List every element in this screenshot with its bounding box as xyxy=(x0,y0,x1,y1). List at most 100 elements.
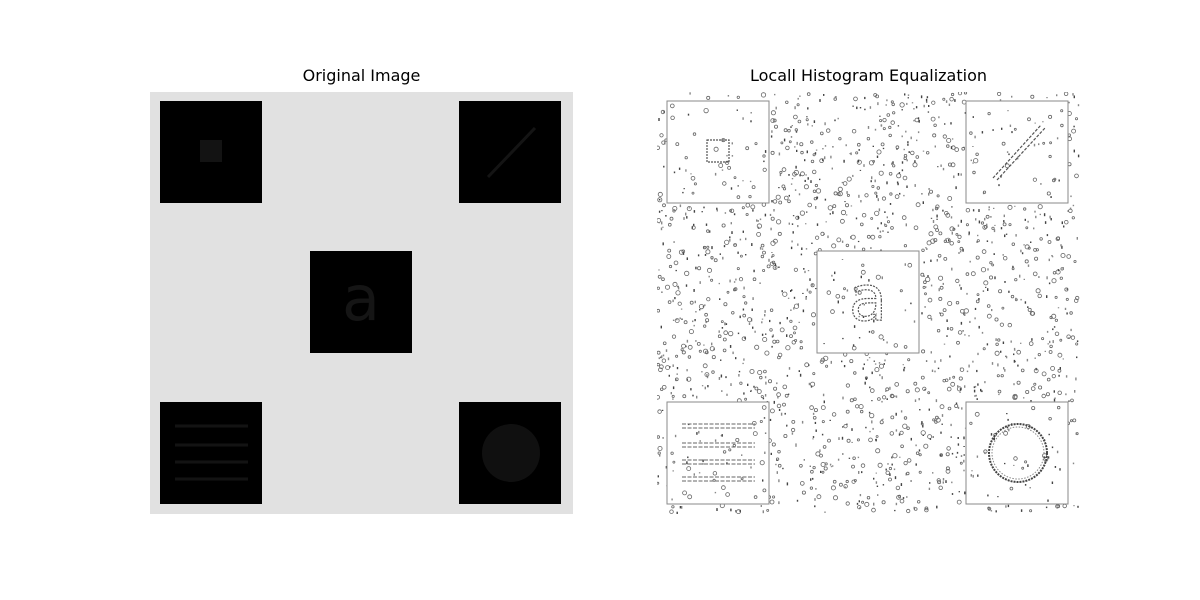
noise-speck xyxy=(1004,369,1006,372)
noise-speck xyxy=(760,505,762,507)
noise-speck xyxy=(741,454,743,456)
noise-speck xyxy=(1051,178,1056,183)
noise-speck xyxy=(693,182,697,186)
noise-speck xyxy=(819,178,821,181)
noise-speck xyxy=(1075,432,1077,435)
equalized-image-panel: a xyxy=(657,92,1080,514)
noise-speck xyxy=(852,344,855,347)
noise-speck xyxy=(1023,207,1027,211)
noise-speck xyxy=(720,320,724,324)
noise-speck xyxy=(837,458,840,461)
noise-speck xyxy=(791,125,793,127)
noise-speck xyxy=(925,360,928,362)
noise-speck xyxy=(669,509,674,514)
noise-speck xyxy=(799,174,801,177)
noise-speck xyxy=(742,230,744,233)
noise-speck xyxy=(812,153,816,157)
noise-speck xyxy=(657,395,660,400)
noise-speck xyxy=(1000,374,1004,378)
noise-speck xyxy=(731,142,733,145)
noise-speck xyxy=(720,374,723,378)
noise-speck xyxy=(903,244,907,248)
noise-speck xyxy=(838,482,843,487)
noise-speck xyxy=(885,104,887,106)
noise-speck xyxy=(1043,456,1045,459)
noise-speck xyxy=(918,449,921,452)
noise-speck xyxy=(981,390,983,393)
noise-speck xyxy=(750,112,752,114)
noise-speck xyxy=(759,460,765,466)
noise-speck xyxy=(958,252,960,254)
noise-speck xyxy=(805,248,808,250)
noise-speck xyxy=(775,106,777,110)
noise-speck xyxy=(721,223,726,228)
noise-speck xyxy=(955,186,957,190)
noise-speck xyxy=(1007,418,1009,421)
noise-speck xyxy=(997,363,999,367)
noise-speck xyxy=(1054,295,1058,299)
noise-speck xyxy=(791,223,794,225)
noise-speck xyxy=(925,247,927,249)
noise-speck xyxy=(898,172,901,174)
noise-speck xyxy=(800,171,805,177)
noise-speck xyxy=(830,485,836,491)
noise-speck xyxy=(972,146,974,147)
noise-speck xyxy=(757,369,763,375)
noise-speck xyxy=(1041,393,1046,399)
noise-speck xyxy=(951,493,954,495)
noise-speck xyxy=(838,437,840,440)
noise-speck xyxy=(719,298,721,300)
noise-speck xyxy=(942,209,944,212)
noise-speck xyxy=(991,309,993,312)
noise-speck xyxy=(1077,505,1079,508)
noise-speck xyxy=(940,164,942,167)
noise-speck xyxy=(675,290,681,296)
noise-speck xyxy=(898,433,901,436)
noise-speck xyxy=(994,317,999,322)
noise-speck xyxy=(1011,131,1013,134)
noise-speck xyxy=(686,257,688,260)
noise-speck xyxy=(864,501,870,507)
original-image: a xyxy=(150,92,573,514)
noise-speck xyxy=(932,208,934,212)
noise-speck xyxy=(762,336,768,342)
noise-speck xyxy=(922,285,926,289)
noise-speck xyxy=(941,423,943,425)
noise-speck xyxy=(661,355,663,359)
noise-speck xyxy=(875,448,881,454)
noise-speck xyxy=(1059,276,1063,280)
noise-speck xyxy=(924,506,929,511)
noise-speck xyxy=(771,252,773,253)
noise-speck xyxy=(966,370,969,373)
noise-speck xyxy=(664,284,670,290)
noise-speck xyxy=(855,294,857,296)
noise-speck xyxy=(851,129,857,134)
noise-speck xyxy=(1016,380,1021,385)
noise-speck xyxy=(852,456,856,460)
noise-speck xyxy=(658,118,660,121)
noise-speck xyxy=(844,203,849,208)
noise-speck xyxy=(718,163,724,168)
noise-speck xyxy=(969,320,971,323)
noise-speck xyxy=(827,438,831,443)
noise-speck xyxy=(1001,127,1003,130)
circle-edge xyxy=(988,423,1048,483)
noise-speck xyxy=(875,94,880,99)
noise-speck xyxy=(739,315,741,319)
noise-speck xyxy=(946,319,948,322)
noise-speck xyxy=(980,267,987,273)
noise-speck xyxy=(1033,227,1035,230)
noise-speck xyxy=(881,419,883,421)
noise-speck xyxy=(977,352,979,356)
noise-speck xyxy=(1038,385,1043,390)
noise-speck xyxy=(957,330,963,335)
noise-speck xyxy=(1074,390,1076,393)
noise-speck xyxy=(695,266,697,270)
noise-speck xyxy=(972,116,974,118)
noise-speck xyxy=(1013,353,1015,356)
noise-speck xyxy=(810,478,812,481)
noise-speck xyxy=(913,119,915,122)
noise-speck xyxy=(980,388,982,392)
noise-speck xyxy=(877,462,883,468)
noise-speck xyxy=(947,162,952,167)
